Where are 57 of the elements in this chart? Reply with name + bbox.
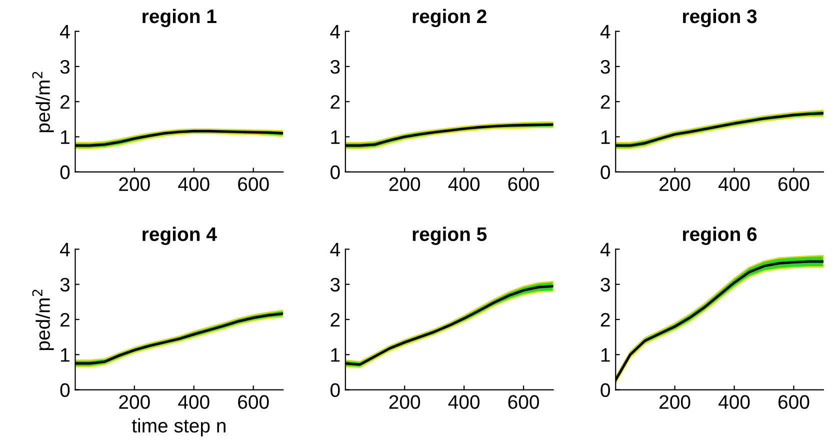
y-tick-label: 2 <box>600 312 610 327</box>
chart-title: region 5 <box>412 226 487 245</box>
x-tick-label: 600 <box>238 395 269 409</box>
chart-title: region 2 <box>412 8 486 28</box>
x-tick-label: 200 <box>660 177 690 192</box>
x-tick-label: 400 <box>178 177 210 192</box>
y-tick-label: 0 <box>60 383 70 397</box>
y-axis-title: ped/m$^{2}$ <box>32 290 54 350</box>
x-tick-label: 200 <box>660 395 690 409</box>
y-tick-label: 0 <box>330 383 340 397</box>
y-tick-label: 1 <box>331 348 340 362</box>
y-tick-label: 2 <box>60 312 70 327</box>
x-tick-label: 200 <box>389 395 420 409</box>
x-tick-label: 200 <box>389 177 420 192</box>
y-tick-label: 0 <box>600 165 610 180</box>
x-tick-label: 400 <box>178 395 210 409</box>
y-tick-label: 2 <box>60 95 70 109</box>
y-tick-label: 3 <box>60 278 70 292</box>
y-axis-title: ped/m$^{2}$ <box>32 72 54 132</box>
y-tick-label: 3 <box>600 278 610 292</box>
x-tick-label: 200 <box>119 177 150 192</box>
chart-title: region 3 <box>683 8 757 28</box>
y-tick-label: 2 <box>330 95 340 109</box>
x-tick-label: 200 <box>119 395 150 409</box>
y-tick-label: 4 <box>330 25 340 38</box>
chart-title: region 1 <box>142 8 216 28</box>
x-axis-title: time step n <box>132 418 226 436</box>
x-tick-label: 600 <box>508 177 539 192</box>
x-tick-label: 400 <box>448 177 480 192</box>
y-tick-label: 1 <box>601 348 610 362</box>
y-tick-label: 4 <box>60 242 70 256</box>
y-tick-label: 3 <box>60 60 70 74</box>
y-tick-label: 4 <box>330 242 340 256</box>
x-tick-label: 600 <box>778 395 810 409</box>
y-tick-label: 1 <box>601 130 610 144</box>
chart-title: region 6 <box>683 226 757 245</box>
y-tick-label: 2 <box>600 95 610 109</box>
y-tick-label: 3 <box>330 60 340 74</box>
y-tick-label: 1 <box>61 348 70 362</box>
y-tick-label: 0 <box>600 383 610 397</box>
y-tick-label: 3 <box>600 60 610 74</box>
y-tick-label: 4 <box>60 25 70 38</box>
y-tick-label: 3 <box>330 278 340 292</box>
x-tick-label: 600 <box>238 177 269 192</box>
x-tick-label: 400 <box>448 395 480 409</box>
y-tick-label: 0 <box>330 165 340 180</box>
chart-title: region 4 <box>142 226 217 245</box>
x-tick-label: 400 <box>718 177 750 192</box>
x-tick-label: 600 <box>778 177 810 192</box>
y-tick-label: 1 <box>61 130 70 144</box>
y-tick-label: 4 <box>600 242 610 256</box>
x-tick-label: 400 <box>718 395 750 409</box>
y-tick-label: 2 <box>330 312 340 327</box>
y-tick-label: 0 <box>60 165 70 180</box>
y-tick-label: 1 <box>331 130 340 144</box>
x-tick-label: 600 <box>508 395 539 409</box>
y-tick-label: 4 <box>600 25 610 38</box>
